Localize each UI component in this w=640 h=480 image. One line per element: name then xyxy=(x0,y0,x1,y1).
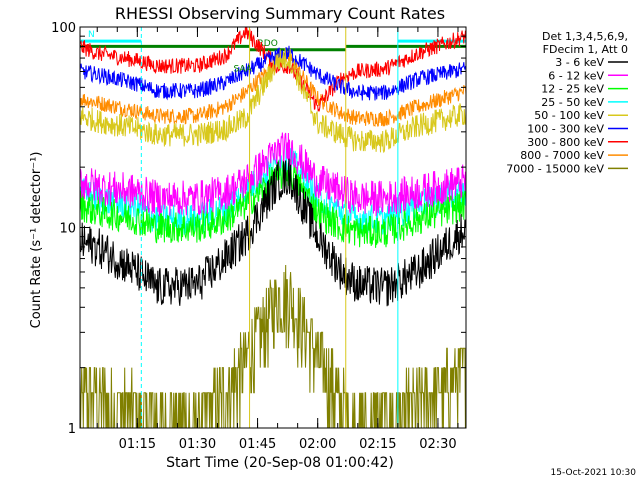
y-tick-label: 10 xyxy=(59,222,76,237)
legend: Det 1,3,4,5,6,9,FDecim 1, Att 03 - 6 keV… xyxy=(506,30,628,175)
legend-header-line: FDecim 1, Att 0 xyxy=(543,43,628,56)
series-line xyxy=(80,158,466,248)
footer-timestamp: 15-Oct-2021 10:30 xyxy=(551,468,637,478)
axes-layer: 1 10 100 01:15 01:30 01:45 02:00 02:15 02:30 xyxy=(51,21,466,452)
series-line xyxy=(80,132,466,217)
y-tick-label: 1 xyxy=(68,422,76,437)
legend-entry-label: 6 - 12 keV xyxy=(548,69,604,82)
chart-title: RHESSI Observing Summary Count Rates xyxy=(115,4,445,23)
legend-entry-label: 25 - 50 keV xyxy=(541,96,604,109)
series-line xyxy=(80,48,466,154)
x-axis-label: Start Time (20-Sep-08 01:00:42) xyxy=(166,455,394,471)
legend-entry-label: 12 - 25 keV xyxy=(541,83,604,96)
annotation-label: SAA xyxy=(234,64,253,74)
x-tick-label: 01:45 xyxy=(239,437,276,452)
legend-entry-label: 800 - 7000 keV xyxy=(520,149,604,162)
series-line xyxy=(80,264,466,428)
x-tick-label: 01:15 xyxy=(119,437,156,452)
legend-entry-label: 50 - 100 keV xyxy=(534,109,604,122)
legend-entry-label: 7000 - 15000 keV xyxy=(506,162,604,175)
x-tick-label: 02:15 xyxy=(359,437,396,452)
interval-label: RDO xyxy=(258,39,278,49)
legend-entry-label: 300 - 800 keV xyxy=(527,136,604,149)
x-tick-label: 02:30 xyxy=(419,437,456,452)
series-layer xyxy=(80,27,466,428)
interval-label: N xyxy=(88,30,95,40)
series-line xyxy=(80,158,466,307)
x-tick-label: 01:30 xyxy=(179,437,216,452)
series-line xyxy=(80,144,466,236)
series-line xyxy=(80,45,466,101)
legend-entry-label: 3 - 6 keV xyxy=(555,56,604,69)
legend-header-line: Det 1,3,4,5,6,9, xyxy=(542,30,628,43)
y-axis-label: Count Rate (s⁻¹ detector⁻¹) xyxy=(29,152,44,329)
legend-entry-label: 100 - 300 keV xyxy=(527,123,604,136)
y-tick-label: 100 xyxy=(51,21,76,36)
x-tick-label: 02:00 xyxy=(299,437,336,452)
